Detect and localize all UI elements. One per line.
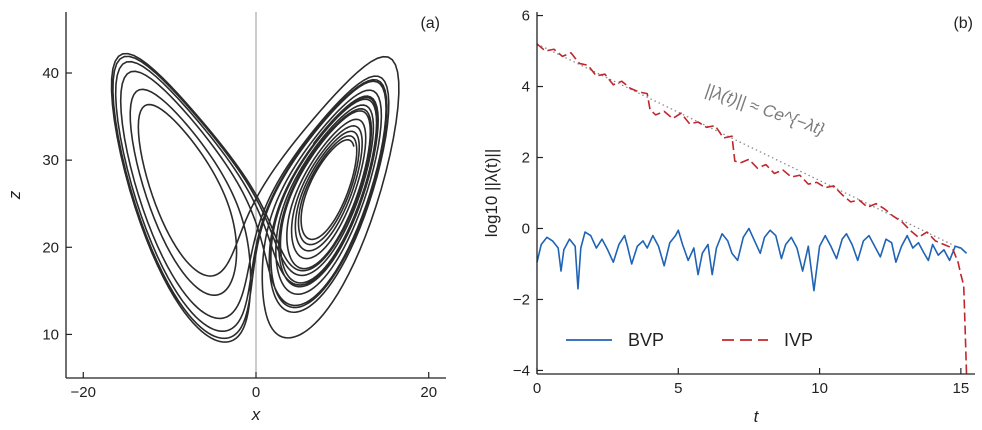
panel-b-x-tick-label: 0 [533, 380, 541, 397]
panel-b-label: (b) [953, 15, 973, 32]
panel-a-label: (a) [420, 15, 440, 32]
legend: BVP IVP [566, 330, 813, 350]
legend-label-bvp: BVP [628, 330, 664, 350]
panel-b-y-tick-label: 0 [522, 220, 530, 237]
exponential-fit-line [536, 43, 967, 253]
panel-b-x-axis-label: t [754, 407, 760, 426]
panel-b-x-tick-label: 15 [953, 380, 970, 397]
panel-a-y-tick-label: 30 [42, 152, 59, 169]
fit-annotation: ||λ(t)|| ≈ Ce^{−λt} [703, 80, 828, 139]
panel-b-x-tick-label: 10 [811, 380, 828, 397]
panel-b-y-tick-label: −4 [513, 362, 530, 379]
panel-b-x-tick-label: 5 [674, 380, 682, 397]
series-line-bvp [536, 227, 968, 292]
panel-a-x-tick-label: 20 [420, 384, 437, 401]
panel-a: −20 0 20 10 20 30 40 (a) x z [5, 12, 446, 424]
panel-a-x-axis-label: x [251, 405, 261, 424]
panel-a-y-tick-label: 40 [42, 65, 59, 82]
panel-b-y-tick-label: 6 [522, 8, 530, 25]
panel-a-y-axis-label: z [5, 190, 24, 200]
panel-a-axes: −20 0 20 10 20 30 40 [42, 12, 446, 401]
panel-b-y-axis-label: log10 ||λ(t)|| [482, 149, 501, 238]
lorenz-attractor-trajectory [110, 52, 400, 343]
panel-a-y-tick-label: 10 [42, 326, 59, 343]
panel-a-y-tick-label: 20 [42, 239, 59, 256]
panel-b-y-tick-label: −2 [513, 291, 530, 308]
series-line-ivp [536, 43, 968, 375]
panel-a-x-tick-label: −20 [71, 384, 96, 401]
panel-a-x-tick-label: 0 [252, 384, 260, 401]
panel-b-axes: 0 5 10 15 −4 −2 0 2 4 6 [513, 8, 975, 397]
panel-b-y-tick-label: 2 [522, 150, 530, 167]
panel-b: 0 5 10 15 −4 −2 0 2 4 6 (b) t log10 ||λ(t)|| ||λ(… [482, 8, 975, 426]
panel-b-y-tick-label: 4 [522, 79, 530, 96]
legend-label-ivp: IVP [784, 330, 813, 350]
